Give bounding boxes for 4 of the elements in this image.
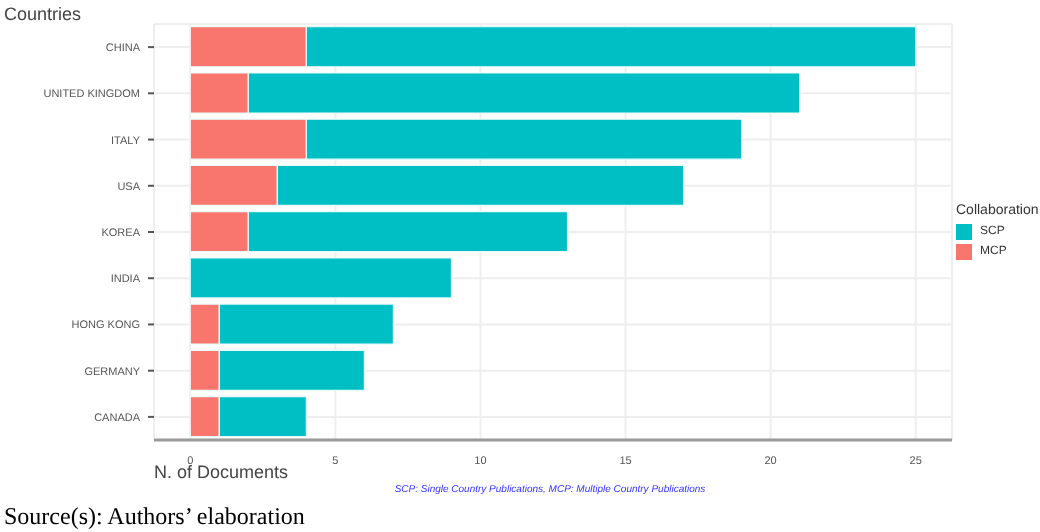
bar bbox=[189, 257, 453, 299]
y-axis-title: Countries bbox=[4, 4, 82, 24]
x-axis-title: N. of Documents bbox=[154, 462, 289, 482]
source-note: Source(s): Authors’ elaboration bbox=[4, 502, 305, 532]
